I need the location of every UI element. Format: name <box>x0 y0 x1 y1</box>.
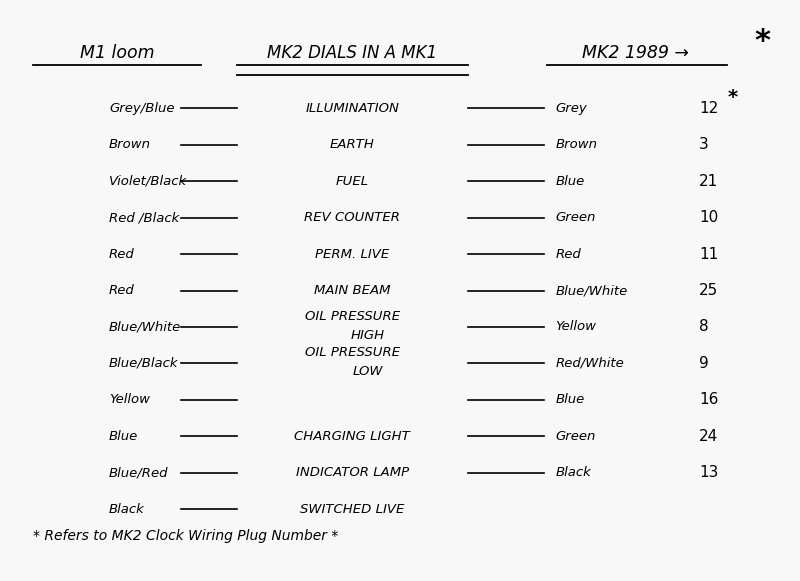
Text: Black: Black <box>555 466 591 479</box>
Text: Red: Red <box>555 248 582 260</box>
Text: Blue/White: Blue/White <box>555 284 628 297</box>
Text: 10: 10 <box>699 210 718 225</box>
Text: Brown: Brown <box>555 138 598 151</box>
Text: MAIN BEAM: MAIN BEAM <box>314 284 390 297</box>
Text: 8: 8 <box>699 320 709 335</box>
Text: *: * <box>754 27 770 56</box>
Text: Green: Green <box>555 211 596 224</box>
Text: M1 loom: M1 loom <box>80 44 154 62</box>
Text: Red: Red <box>109 284 134 297</box>
Text: Black: Black <box>109 503 145 515</box>
Text: Yellow: Yellow <box>555 321 597 333</box>
Text: Green: Green <box>555 430 596 443</box>
Text: 24: 24 <box>699 429 718 444</box>
Text: Blue/White: Blue/White <box>109 321 182 333</box>
Text: 16: 16 <box>699 392 718 407</box>
Text: ILLUMINATION: ILLUMINATION <box>306 102 399 115</box>
Text: Grey/Blue: Grey/Blue <box>109 102 174 115</box>
Text: Blue: Blue <box>555 175 585 188</box>
Text: Violet/Black: Violet/Black <box>109 175 187 188</box>
Text: * Refers to MK2 Clock Wiring Plug Number *: * Refers to MK2 Clock Wiring Plug Number… <box>34 529 338 543</box>
Text: 12: 12 <box>699 101 718 116</box>
Text: 3: 3 <box>699 137 709 152</box>
Text: 13: 13 <box>699 465 718 480</box>
Text: OIL PRESSURE: OIL PRESSURE <box>305 310 400 323</box>
Text: 25: 25 <box>699 283 718 298</box>
Text: Grey: Grey <box>555 102 587 115</box>
Text: PERM. LIVE: PERM. LIVE <box>315 248 390 260</box>
Text: 11: 11 <box>699 246 718 261</box>
Text: *: * <box>727 88 738 107</box>
Text: MK2 DIALS IN A MK1: MK2 DIALS IN A MK1 <box>267 44 438 62</box>
Text: OIL PRESSURE: OIL PRESSURE <box>305 346 400 360</box>
Text: Red/White: Red/White <box>555 357 624 370</box>
Text: EARTH: EARTH <box>330 138 374 151</box>
Text: INDICATOR LAMP: INDICATOR LAMP <box>296 466 409 479</box>
Text: HIGH: HIGH <box>351 328 385 342</box>
Text: REV COUNTER: REV COUNTER <box>304 211 400 224</box>
Text: MK2 1989 →: MK2 1989 → <box>582 44 689 62</box>
Text: Red: Red <box>109 248 134 260</box>
Text: 9: 9 <box>699 356 709 371</box>
Text: 21: 21 <box>699 174 718 189</box>
Text: Blue: Blue <box>109 430 138 443</box>
Text: LOW: LOW <box>353 365 383 378</box>
Text: Blue/Red: Blue/Red <box>109 466 169 479</box>
Text: Red /Black: Red /Black <box>109 211 179 224</box>
Text: Blue: Blue <box>555 393 585 406</box>
Text: Yellow: Yellow <box>109 393 150 406</box>
Text: SWITCHED LIVE: SWITCHED LIVE <box>300 503 404 515</box>
Text: Brown: Brown <box>109 138 151 151</box>
Text: Blue/Black: Blue/Black <box>109 357 178 370</box>
Text: CHARGING LIGHT: CHARGING LIGHT <box>294 430 410 443</box>
Text: FUEL: FUEL <box>336 175 369 188</box>
